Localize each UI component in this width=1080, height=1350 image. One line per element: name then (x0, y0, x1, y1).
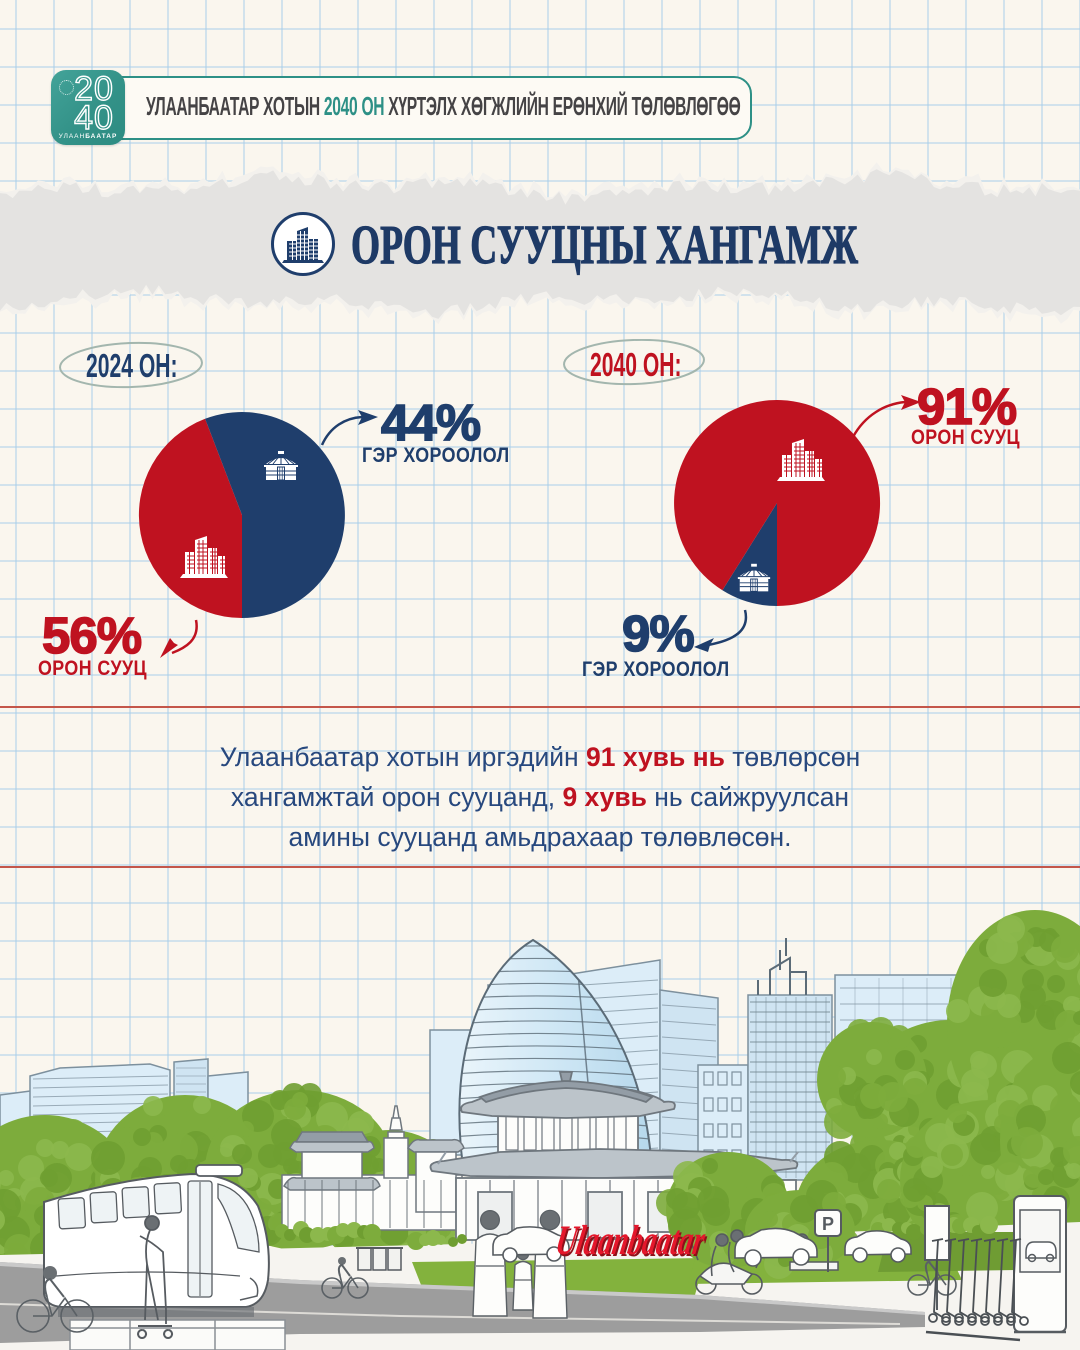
svg-text:P: P (822, 1214, 834, 1234)
svg-text:Ulaanbaatar: Ulaanbaatar (554, 1219, 711, 1266)
svg-text:Ulaanbaatar: Ulaanbaatar (552, 1217, 709, 1264)
